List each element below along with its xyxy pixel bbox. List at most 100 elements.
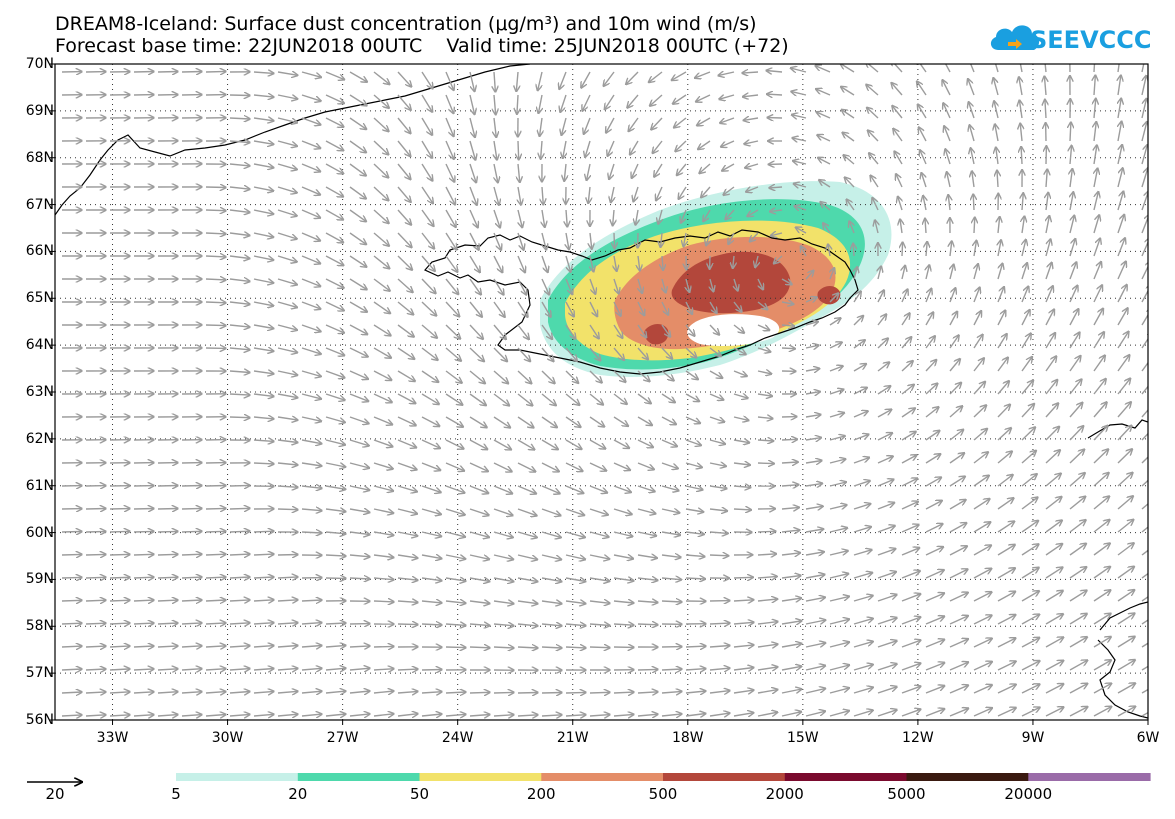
wind-arrow <box>998 638 1016 647</box>
wind-arrow <box>902 385 914 395</box>
wind-arrow <box>398 669 418 670</box>
wind-arrow <box>422 279 436 294</box>
wind-arrow <box>326 279 344 288</box>
wind-arrow <box>902 455 917 463</box>
wind-arrow <box>926 501 942 510</box>
wind-arrow <box>662 555 681 557</box>
wind-arrow <box>968 79 974 95</box>
wind-arrow <box>830 619 849 624</box>
wind-arrow <box>854 550 872 555</box>
wind-arrow <box>230 531 250 532</box>
wind-arrow <box>398 509 417 514</box>
wind-arrow <box>134 692 154 693</box>
wind-arrow <box>830 459 846 463</box>
wind-arrow <box>590 578 610 581</box>
wind-arrow <box>1142 519 1158 532</box>
wind-arrow <box>326 623 346 624</box>
wind-arrow <box>422 394 439 404</box>
wind-arrow <box>158 486 178 487</box>
wind-arrow <box>446 417 463 427</box>
wind-arrow <box>1070 614 1087 624</box>
wind-arrow <box>893 129 902 142</box>
wind-arrow <box>974 499 990 509</box>
wind-arrow <box>926 593 944 601</box>
wind-arrow <box>974 429 987 440</box>
wind-arrow <box>350 187 366 199</box>
wind-arrow <box>398 72 412 87</box>
wind-arrow <box>950 685 968 693</box>
wind-arrow <box>398 371 415 381</box>
wind-arrow <box>110 623 130 624</box>
wind-arrow <box>1022 239 1026 256</box>
wind-arrow <box>398 463 417 470</box>
wind-arrow <box>950 476 965 486</box>
wind-arrow <box>734 417 749 420</box>
wind-arrow <box>758 371 772 374</box>
lat-label: 62N <box>6 432 54 446</box>
wind-arrow <box>230 600 250 601</box>
wind-arrow <box>230 646 250 647</box>
wind-arrow <box>1142 425 1156 440</box>
wind-arrow <box>398 348 415 359</box>
wind-arrow <box>996 147 998 164</box>
wind-arrow <box>817 135 830 141</box>
wind-arrow <box>675 141 686 152</box>
wind-arrow <box>998 217 1000 233</box>
wind-arrow <box>917 81 926 95</box>
wind-arrow <box>302 95 321 101</box>
wind-arrow <box>1118 613 1135 624</box>
wind-arrow <box>998 240 1001 256</box>
wind-arrow <box>422 233 434 249</box>
wind-arrow <box>559 72 566 89</box>
wind-arrow <box>326 233 344 243</box>
wind-arrow <box>206 210 226 211</box>
wind-arrow <box>1046 356 1056 371</box>
wind-arrow <box>422 555 442 559</box>
wind-arrow <box>758 531 776 532</box>
wind-arrow <box>1094 449 1108 463</box>
wind-arrow <box>697 118 710 126</box>
wind-arrow <box>302 691 322 693</box>
wind-arrow <box>302 486 322 488</box>
wind-arrow <box>422 210 434 226</box>
wind-arrow <box>662 601 682 602</box>
wind-arrow <box>62 554 82 555</box>
wind-arrow <box>446 624 466 625</box>
wind-arrow <box>518 256 525 273</box>
wind-arrow <box>1046 169 1047 187</box>
wind-arrow <box>998 475 1013 486</box>
wind-arrow <box>995 124 998 141</box>
wind-arrow <box>1022 474 1037 486</box>
wind-arrow <box>1046 567 1063 578</box>
wind-arrow <box>830 551 848 555</box>
wind-arrow <box>854 618 873 624</box>
wind-arrow <box>302 256 321 264</box>
wind-arrow <box>1070 637 1087 647</box>
wind-arrow <box>998 661 1016 670</box>
wind-arrow <box>942 80 950 95</box>
wind-arrow <box>993 78 998 95</box>
wind-arrow <box>926 312 933 325</box>
wind-arrow <box>422 72 433 89</box>
wind-arrow <box>686 578 706 579</box>
colorbar-label: 50 <box>390 785 450 803</box>
wind-arrow <box>588 187 590 203</box>
wind-arrow <box>470 509 489 515</box>
wind-arrow <box>638 624 658 625</box>
wind-arrow <box>446 394 463 405</box>
wind-arrow <box>494 394 509 406</box>
wind-arrow <box>722 164 734 171</box>
wind-arrow <box>674 118 686 128</box>
lat-label: 63N <box>6 385 54 399</box>
wind-arrow <box>734 690 754 693</box>
wind-arrow <box>446 95 454 114</box>
wind-arrow <box>632 164 639 178</box>
wind-arrow <box>494 210 500 228</box>
wind-arrow <box>841 87 854 95</box>
wind-arrow <box>254 118 274 121</box>
wind-arrow <box>793 161 806 164</box>
wind-arrow <box>1070 590 1087 601</box>
wind-arrow <box>302 72 321 77</box>
wind-arrow <box>1142 660 1159 670</box>
